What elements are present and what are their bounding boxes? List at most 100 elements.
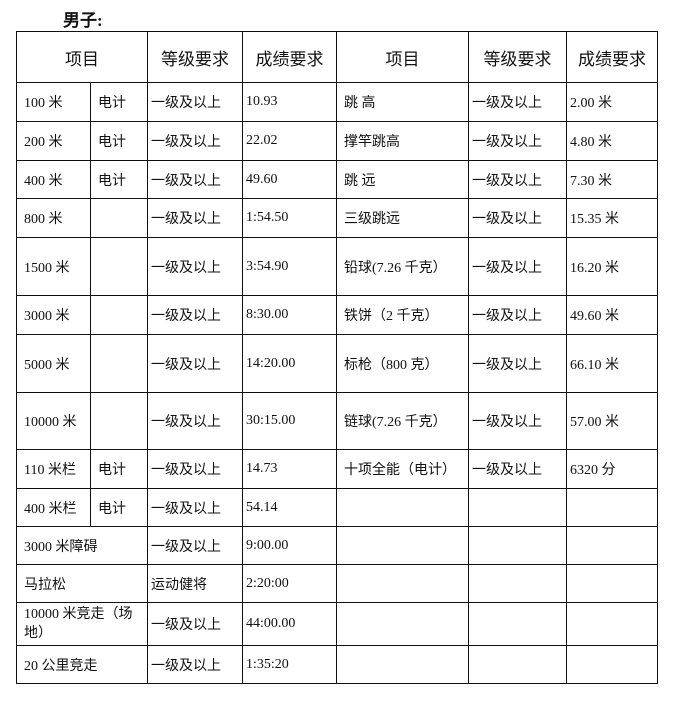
timing-note: 电计 <box>90 160 148 199</box>
result-requirement-right: 7.30 米 <box>566 160 658 199</box>
event-name: 10000 米竞走（场地） <box>16 602 148 646</box>
level-requirement-right <box>468 602 567 646</box>
result-requirement: 30:15.00 <box>242 392 337 450</box>
result-requirement-right: 66.10 米 <box>566 334 658 393</box>
result-requirement: 10.93 <box>242 82 337 122</box>
header-item-right: 项目 <box>336 31 469 83</box>
header-result: 成绩要求 <box>242 31 337 83</box>
level-requirement: 一级及以上 <box>147 82 243 122</box>
event-name: 马拉松 <box>16 564 148 603</box>
level-requirement-right <box>468 564 567 603</box>
result-requirement: 1:35:20 <box>242 645 337 684</box>
table-row: 马拉松 运动健将 2:20:00 <box>16 564 658 603</box>
level-requirement: 一级及以上 <box>147 198 243 238</box>
event-name-right <box>336 645 469 684</box>
level-requirement: 一级及以上 <box>147 392 243 450</box>
table-row: 100 米电计 一级及以上 10.93 跳 高一级及以上 2.00 米 <box>16 82 658 122</box>
table-row: 400 米电计 一级及以上 49.60 跳 远一级及以上 7.30 米 <box>16 160 658 199</box>
timing-note: 电计 <box>90 82 148 122</box>
timing-note: 电计 <box>90 449 148 489</box>
table-row: 110 米栏 电计 一级及以上 14.73 十项全能（电计） 一级及以上 6320 分 <box>16 449 658 489</box>
level-requirement: 一级及以上 <box>147 488 243 527</box>
level-requirement: 一级及以上 <box>147 645 243 684</box>
result-requirement: 1:54.50 <box>242 198 337 238</box>
header-level-right: 等级要求 <box>468 31 567 83</box>
result-requirement: 14:20.00 <box>242 334 337 393</box>
level-requirement: 一级及以上 <box>147 334 243 393</box>
level-requirement-right: 一级及以上 <box>468 198 567 238</box>
result-requirement-right: 57.00 米 <box>566 392 658 450</box>
table-row: 1500 米一级及以上 3:54.90 铅球(7.26 千克） 一级及以上 16.20 … <box>16 237 658 296</box>
result-requirement: 8:30.00 <box>242 295 337 335</box>
event-name-right: 三级跳远 <box>336 198 469 238</box>
event-name: 400 米栏 <box>16 488 91 527</box>
event-name-right <box>336 488 469 527</box>
table-row: 3000 米一级及以上 8:30.00 铁饼（2 千克） 一级及以上 49.60 米 <box>16 295 658 335</box>
result-requirement-right: 2.00 米 <box>566 82 658 122</box>
level-requirement-right <box>468 645 567 684</box>
result-requirement: 44:00.00 <box>242 602 337 646</box>
event-name-right: 铅球(7.26 千克） <box>336 237 469 296</box>
header-result-right: 成绩要求 <box>566 31 658 83</box>
event-name: 800 米 <box>16 198 91 238</box>
result-requirement-right: 15.35 米 <box>566 198 658 238</box>
level-requirement: 一级及以上 <box>147 295 243 335</box>
event-name-right: 链球(7.26 千克） <box>336 392 469 450</box>
standards-table: 项目 等级要求 成绩要求 项目 等级要求 成绩要求 100 米电计 一级及以上 10… <box>16 31 658 684</box>
result-requirement: 22.02 <box>242 121 337 161</box>
level-requirement: 一级及以上 <box>147 449 243 489</box>
event-name-right: 跳 远 <box>336 160 469 199</box>
level-requirement: 一级及以上 <box>147 602 243 646</box>
result-requirement-right <box>566 602 658 646</box>
event-name-right <box>336 526 469 565</box>
result-requirement-right: 49.60 米 <box>566 295 658 335</box>
timing-note <box>90 198 148 238</box>
level-requirement-right: 一级及以上 <box>468 295 567 335</box>
level-requirement-right: 一级及以上 <box>468 121 567 161</box>
level-requirement-right: 一级及以上 <box>468 392 567 450</box>
level-requirement: 一级及以上 <box>147 237 243 296</box>
result-requirement: 14.73 <box>242 449 337 489</box>
header-level: 等级要求 <box>147 31 243 83</box>
level-requirement-right <box>468 526 567 565</box>
table-row: 20 公里竞走 一级及以上 1:35:20 <box>16 645 658 684</box>
event-name-right: 铁饼（2 千克） <box>336 295 469 335</box>
level-requirement-right: 一级及以上 <box>468 160 567 199</box>
timing-note <box>90 237 148 296</box>
section-title: 男子: <box>63 11 103 30</box>
result-requirement: 9:00.00 <box>242 526 337 565</box>
header-row: 项目 等级要求 成绩要求 项目 等级要求 成绩要求 <box>16 31 658 83</box>
timing-note: 电计 <box>90 488 148 527</box>
result-requirement-right: 4.80 米 <box>566 121 658 161</box>
table-row: 400 米栏 电计 一级及以上 54.14 <box>16 488 658 527</box>
event-name: 3000 米障碍 <box>16 526 148 565</box>
table-row: 5000 米一级及以上 14:20.00 标枪（800 克） 一级及以上 66.10 米 <box>16 334 658 393</box>
event-name-right <box>336 564 469 603</box>
level-requirement-right: 一级及以上 <box>468 82 567 122</box>
level-requirement-right <box>468 488 567 527</box>
event-name-right: 十项全能（电计） <box>336 449 469 489</box>
timing-note <box>90 392 148 450</box>
table-row: 800 米一级及以上 1:54.50 三级跳远 一级及以上 15.35 米 <box>16 198 658 238</box>
table-row: 3000 米障碍 一级及以上 9:00.00 <box>16 526 658 565</box>
level-requirement: 运动健将 <box>147 564 243 603</box>
level-requirement-right: 一级及以上 <box>468 334 567 393</box>
table-row: 10000 米一级及以上 30:15.00 链球(7.26 千克） 一级及以上 57.0… <box>16 392 658 450</box>
event-name: 20 公里竞走 <box>16 645 148 684</box>
result-requirement: 49.60 <box>242 160 337 199</box>
result-requirement: 3:54.90 <box>242 237 337 296</box>
event-name-right: 撑竿跳高 <box>336 121 469 161</box>
result-requirement-right <box>566 526 658 565</box>
event-name: 5000 米 <box>16 334 91 393</box>
level-requirement-right: 一级及以上 <box>468 449 567 489</box>
result-requirement-right: 6320 分 <box>566 449 658 489</box>
timing-note <box>90 295 148 335</box>
event-name: 100 米 <box>16 82 91 122</box>
timing-note <box>90 334 148 393</box>
level-requirement: 一级及以上 <box>147 160 243 199</box>
result-requirement: 54.14 <box>242 488 337 527</box>
event-name: 1500 米 <box>16 237 91 296</box>
level-requirement: 一级及以上 <box>147 526 243 565</box>
result-requirement: 2:20:00 <box>242 564 337 603</box>
result-requirement-right <box>566 564 658 603</box>
